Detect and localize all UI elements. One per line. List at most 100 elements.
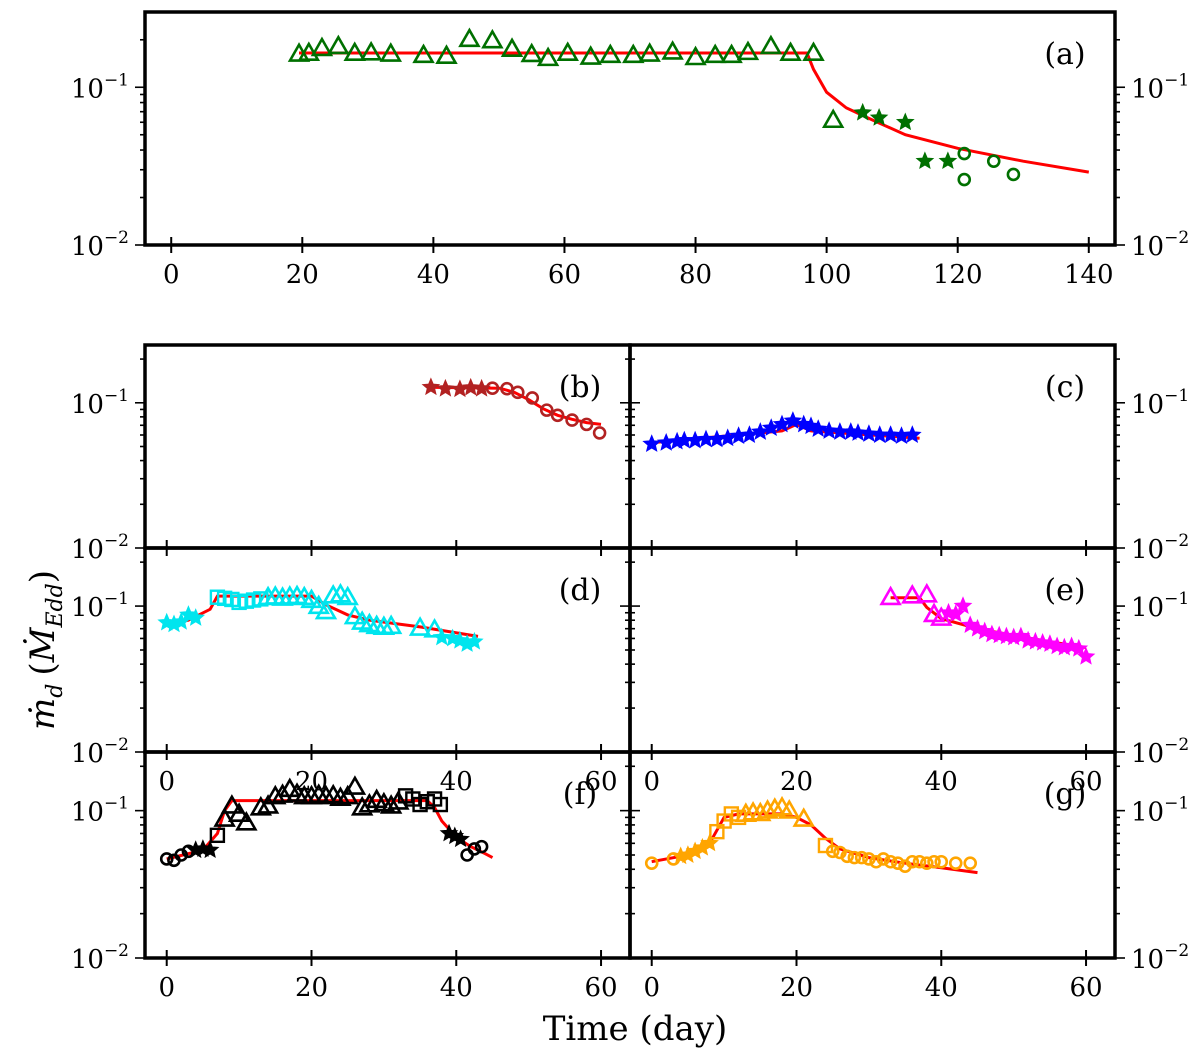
data-point-star	[953, 596, 973, 614]
data-point-triangle	[300, 784, 323, 805]
data-point-circle	[159, 852, 174, 866]
panel-label: (g)	[1044, 777, 1087, 812]
data-point-triangle	[661, 40, 684, 60]
data-point-star	[200, 840, 220, 859]
data-point-circle	[485, 381, 500, 396]
y-label-mdot: Ṁ	[23, 626, 63, 663]
data-point-triangle	[458, 27, 481, 48]
data-point-circle	[948, 856, 963, 870]
panel-label: (b)	[559, 370, 602, 405]
panel-frame	[143, 10, 1117, 247]
data-point-star	[186, 608, 206, 626]
data-point-star	[902, 425, 922, 443]
data-point-circle	[579, 417, 594, 432]
x-tick-label: 60	[1069, 973, 1102, 1003]
data-point-triangle	[536, 46, 560, 67]
x-tick-label: 0	[158, 767, 175, 797]
x-tick-label: 40	[925, 973, 958, 1003]
data-point-triangle	[734, 802, 758, 822]
data-point-star	[1069, 638, 1089, 657]
data-point-triangle	[778, 799, 801, 819]
data-point-circle	[847, 850, 862, 865]
data-point-triangle	[802, 41, 825, 62]
data-point-triangle	[638, 42, 661, 62]
data-point-square	[253, 591, 269, 607]
y-tick-label-right: 10−1	[1131, 589, 1189, 623]
panel-c: 10−1 10−2 (c)	[620, 343, 1189, 565]
x-tick-label: 20	[286, 260, 319, 290]
data-point-circle	[927, 854, 941, 869]
panel-frame	[628, 750, 1117, 960]
data-point-triangle	[379, 42, 403, 62]
data-point-triangle	[379, 794, 403, 814]
data-point-triangle	[412, 43, 435, 64]
panel-label: (d)	[559, 573, 602, 608]
data-point-star	[881, 425, 900, 443]
panel-label: (e)	[1044, 573, 1085, 608]
panel-a: 0 20 40 60 80 100 120 140 10−1 10−2 10−1 10−2 (a)	[71, 10, 1189, 290]
y-tick-label-left: 10−1	[71, 386, 129, 420]
y-tick-label-right: 10−2	[1131, 941, 1189, 975]
data-point-circle	[912, 854, 927, 869]
y-tick-label-right: 10−2	[1131, 531, 1189, 565]
y-label-paren-close: )	[23, 570, 63, 583]
y-tick-label-left: 10−1	[71, 589, 129, 623]
data-point-triangle	[579, 45, 602, 65]
data-point-star	[1076, 646, 1096, 665]
data-point-triangle	[256, 794, 280, 814]
data-point-triangle	[343, 41, 366, 62]
panel-frame	[628, 343, 1117, 550]
data-point-circle	[550, 408, 565, 423]
data-point-star	[421, 377, 441, 396]
data-point-star	[946, 604, 966, 623]
data-point-star	[938, 151, 958, 170]
panel-frame	[143, 546, 632, 754]
data-point-circle	[592, 426, 607, 440]
y-tick-label-right: 10−1	[1131, 70, 1189, 104]
panel-f: 0 20 40 60 10−1 10−2 (f)	[71, 750, 640, 1003]
x-tick-label: 60	[584, 767, 617, 797]
x-tick-label: 40	[417, 260, 450, 290]
data-point-circle	[883, 854, 898, 869]
svg-text:ṁd(ṀEdd): ṁd (ṀEdd)	[23, 570, 68, 730]
y-tick-label-left: 10−2	[71, 941, 129, 975]
y-tick-label-right: 10−2	[1131, 735, 1189, 769]
x-tick-label: 20	[780, 973, 813, 1003]
x-tick-label: 0	[643, 767, 660, 797]
data-point-triangle	[249, 795, 273, 816]
data-point-star	[915, 151, 935, 170]
data-point-triangle	[314, 599, 338, 620]
panels-layer: 0 20 40 60 80 100 120 140 10−1 10−2 10−1 10−2 (a) 10−…	[71, 10, 1189, 1003]
panel-label: (c)	[1045, 370, 1085, 405]
data-point-triangle	[379, 614, 403, 635]
data-point-star	[859, 424, 879, 442]
data-point-circle	[525, 391, 540, 405]
x-tick-label: 40	[440, 973, 473, 1003]
panel-frame	[143, 750, 632, 960]
data-point-triangle	[213, 807, 236, 827]
data-point-circle	[565, 413, 579, 427]
y-label-mdot-sub: Edd	[43, 583, 68, 628]
data-point-star	[461, 377, 481, 396]
data-point-circle	[467, 842, 482, 856]
y-tick-label-left: 10−2	[71, 228, 129, 262]
data-point-triangle	[423, 617, 446, 638]
data-point-triangle	[220, 794, 244, 814]
data-point-triangle	[343, 775, 367, 795]
x-tick-label: 100	[802, 260, 852, 290]
data-point-triangle	[336, 585, 359, 606]
data-point-star	[869, 107, 889, 126]
x-tick-label: 0	[643, 973, 660, 1003]
data-point-circle	[840, 849, 854, 864]
data-point-triangle	[720, 43, 743, 64]
data-point-triangle	[336, 784, 359, 805]
y-label-sub: d	[43, 684, 68, 698]
data-point-circle	[854, 850, 869, 865]
data-point-triangle	[821, 108, 845, 129]
y-label-main: ṁ	[23, 698, 63, 730]
data-point-triangle	[756, 799, 779, 819]
data-point-circle	[963, 856, 978, 870]
panel-frame	[143, 343, 632, 550]
